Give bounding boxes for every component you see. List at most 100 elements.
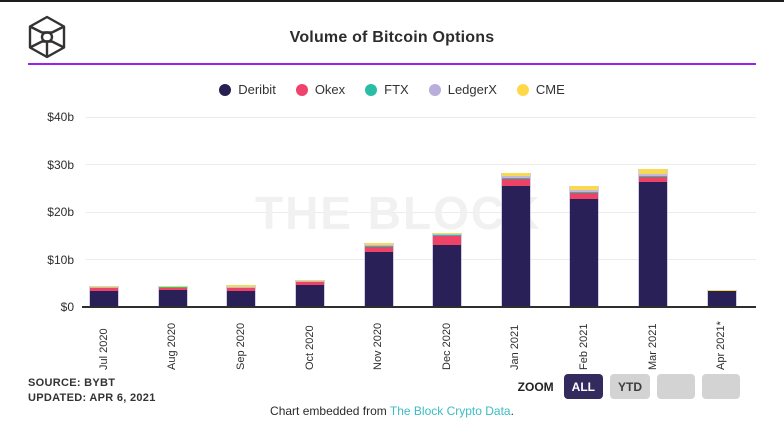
bar-slot [207,117,276,307]
x-axis-label-slot: Oct 2020 [276,312,345,370]
bar-segment-cme [433,232,462,235]
x-axis-tick-label: Feb 2021 [577,323,590,370]
bar-segment-okex [158,287,187,290]
x-axis-line [82,306,756,308]
legend-swatch-icon [516,83,529,96]
bar-slot [482,117,551,307]
bar-segment-ledgerx [364,245,393,247]
legend-label: Deribit [238,82,276,97]
zoom-button-blank[interactable] [702,374,740,399]
y-axis-tick-label: $10b [47,252,74,267]
bar-segment-deribit [296,284,325,307]
embed-footer: Chart embedded from The Block Crypto Dat… [0,404,784,418]
y-axis-tick-label: $40b [47,110,74,124]
source-line: SOURCE: BYBT [28,377,116,389]
bar-segment-ftx [639,176,668,178]
legend-label: FTX [384,82,409,97]
legend-item-ftx[interactable]: FTX [365,82,409,97]
bar-segment-cme [570,186,599,190]
zoom-button-all[interactable]: ALL [563,374,603,399]
legend-label: LedgerX [447,82,497,97]
y-axis-tick-label: $30b [47,157,74,172]
bar-segment-ftx [501,177,530,179]
bar-jul-2020 [89,286,120,307]
x-axis-tick-label: Dec 2020 [440,322,453,370]
source-note: SOURCE: BYBT UPDATED: APR 6, 2021 [28,376,156,406]
y-axis-tick-label: $20b [47,205,74,219]
zoom-button-blank[interactable] [657,374,695,399]
bar-slot [139,117,208,307]
bar-nov-2020 [363,243,394,307]
x-axis-label-slot: Sep 2020 [207,312,276,370]
x-axis-label-slot: Nov 2020 [344,312,413,370]
legend-label: Okex [314,82,346,97]
the-block-cube-logo [26,15,68,59]
legend-label: CME [535,82,565,97]
bar-segment-deribit [570,199,599,307]
bar-segment-okex [501,178,530,186]
x-axis-label-slot: Apr 2021* [687,312,756,370]
bar-oct-2020 [295,280,326,307]
bar-aug-2020 [157,285,188,307]
gridline [86,164,756,165]
bar-segment-ledgerx [433,234,462,236]
bar-segment-ftx [570,191,599,193]
x-axis-labels: Jul 2020 Aug 2020 Sep 2020 Oct 2020 Nov 2020… [70,312,756,370]
gridline [86,211,756,213]
legend-item-deribit[interactable]: Deribit [219,82,276,97]
x-axis-tick-label: Aug 2020 [166,322,179,370]
embed-footer-text: Chart embedded from [270,404,390,418]
x-axis-label-slot: Aug 2020 [139,312,208,370]
bar-jan-2021 [500,172,531,307]
x-axis-tick-label: Apr 2021* [715,321,728,370]
updated-line: UPDATED: APR 6, 2021 [28,391,156,404]
x-axis-tick-label: Jul 2020 [97,328,110,370]
bar-sep-2020 [226,285,257,307]
bar-slot [276,117,345,307]
bar-segment-deribit [158,289,187,307]
bar-slot [619,117,688,307]
bar-segment-okex [364,246,393,253]
bar-segment-deribit [501,185,530,307]
bar-segment-okex [90,288,119,292]
bar-mar-2021 [638,169,669,307]
bar-slot [550,117,619,307]
bars-container [70,117,756,307]
the-block-crypto-data-link[interactable]: The Block Crypto Data [389,404,511,418]
x-axis-tick-label: Sep 2020 [234,322,247,370]
legend-item-ledgerx[interactable]: LedgerX [428,82,497,97]
x-axis-label-slot: Mar 2021 [619,312,688,370]
bar-segment-okex [296,282,325,285]
bar-segment-deribit [227,290,256,307]
bar-segment-deribit [707,291,736,307]
bar-feb-2021 [569,186,600,307]
zoom-button-ytd[interactable]: YTD [610,374,650,399]
bar-segment-cme [296,280,325,282]
y-axis-labels: $0 $10b $20b $30b $40b [14,110,74,314]
bar-segment-ledgerx [501,175,530,178]
legend-item-okex[interactable]: Okex [295,82,346,97]
x-axis-label-slot: Feb 2021 [550,312,619,370]
x-axis-label-slot: Jan 2021 [482,312,551,370]
bar-segment-cme [158,285,187,287]
bar-segment-deribit [90,291,119,307]
bar-segment-cme [639,169,668,174]
zoom-label: ZOOM [517,379,554,394]
bar-segment-cme [364,243,393,246]
legend-item-cme[interactable]: CME [516,82,565,97]
bar-segment-ledgerx [639,173,668,177]
legend-swatch-icon [365,83,378,96]
bar-slot [687,117,756,307]
page-title: Volume of Bitcoin Options [289,29,495,46]
bar-segment-okex [433,235,462,245]
bar-segment-okex [570,192,599,200]
legend-swatch-icon [428,83,441,96]
watermark: THE BLOCK [255,187,542,239]
bar-dec-2020 [432,232,463,307]
bar-segment-cme [501,172,530,176]
chart-legend: Deribit Okex FTX LedgerX CME [0,82,784,97]
bar-segment-cme [90,286,119,288]
legend-swatch-icon [295,83,308,96]
accent-divider [28,63,756,65]
gridline [86,259,756,260]
